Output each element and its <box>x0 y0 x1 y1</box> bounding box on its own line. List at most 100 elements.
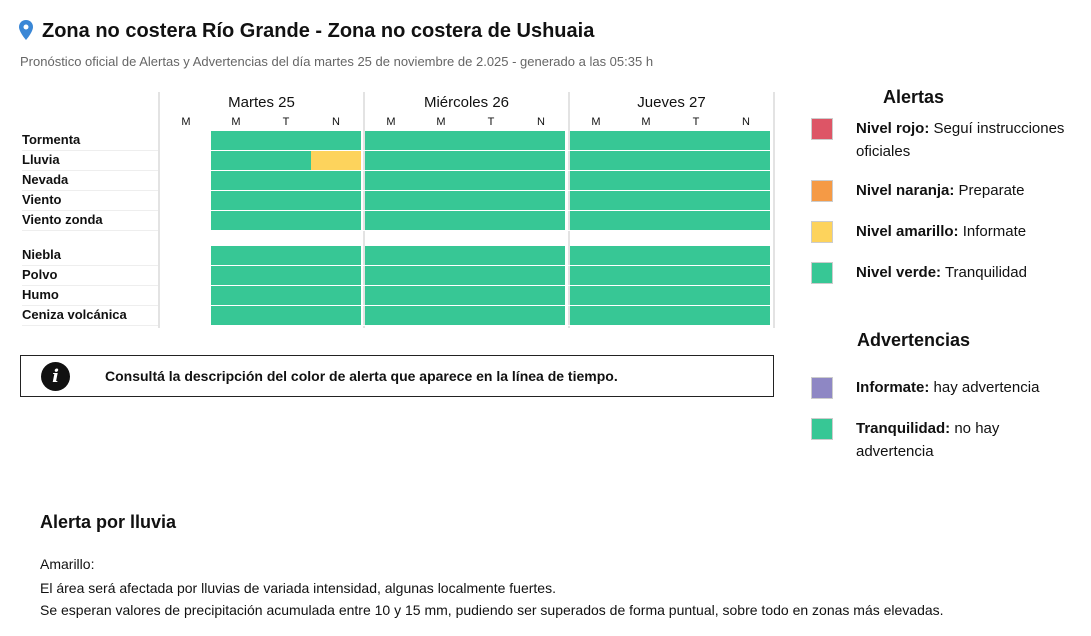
alert-cell-amarillo <box>311 151 361 170</box>
legend-swatch-verde <box>811 418 833 440</box>
period-label: M <box>181 116 191 128</box>
alert-cell-verde <box>261 151 311 170</box>
alert-cell-verde <box>261 306 311 325</box>
alert-cell-verde <box>720 266 770 285</box>
alert-cell-verde <box>570 191 620 210</box>
alert-cell-verde <box>570 266 620 285</box>
alert-cell-verde <box>261 246 311 265</box>
info-note: i Consultá la descripción del color de a… <box>20 355 774 397</box>
page-subtitle: Pronóstico oficial de Alertas y Adverten… <box>20 54 654 69</box>
legend-alertas-title: Alertas <box>883 87 945 107</box>
period-label: N <box>332 116 340 128</box>
alert-cell-verde <box>415 266 465 285</box>
legend-item-level: Tranquilidad: <box>856 420 951 437</box>
alert-precipitation: Se esperan valores de precipitación acum… <box>40 602 944 618</box>
alert-cell-verde <box>515 246 565 265</box>
alert-cell-verde <box>720 131 770 150</box>
alert-cell-verde <box>365 266 415 285</box>
alert-cell-verde <box>415 211 465 230</box>
alert-cell-verde <box>365 191 415 210</box>
row-divider <box>160 265 772 266</box>
alert-cell-verde <box>311 246 361 265</box>
alert-cell-verde <box>311 191 361 210</box>
alert-cell-verde <box>670 191 720 210</box>
alert-cell-verde <box>570 171 620 190</box>
legend-item-level: Nivel verde: <box>856 264 942 281</box>
grid-divider <box>773 92 775 328</box>
row-divider <box>160 190 772 191</box>
alert-level: Amarillo: <box>40 556 95 572</box>
alert-cell-verde <box>670 246 720 265</box>
alert-cell-verde <box>720 211 770 230</box>
alert-cell-verde <box>620 211 670 230</box>
period-label: N <box>537 116 545 128</box>
row-label: Humo <box>22 286 158 306</box>
legend-item: Nivel rojo: Seguí instrucciones oficiale… <box>856 117 1076 163</box>
alert-cell-verde <box>720 191 770 210</box>
alert-cell-verde <box>720 286 770 305</box>
alert-cell-verde <box>415 286 465 305</box>
alert-cell-verde <box>570 246 620 265</box>
info-note-text: Consultá la descripción del color de ale… <box>105 368 618 384</box>
alert-cell-verde <box>365 306 415 325</box>
row-label: Viento zonda <box>22 211 158 231</box>
alert-cell-verde <box>261 266 311 285</box>
legend-item-text: Informate <box>958 223 1027 240</box>
alert-cell-verde <box>720 171 770 190</box>
info-icon: i <box>41 362 70 391</box>
alert-cell-verde <box>311 306 361 325</box>
alert-cell-verde <box>415 151 465 170</box>
alert-cell-verde <box>515 171 565 190</box>
alert-cell-verde <box>211 131 261 150</box>
alert-cell-verde <box>620 306 670 325</box>
alert-cell-verde <box>465 151 515 170</box>
alert-cell-verde <box>261 191 311 210</box>
legend-swatch-verde <box>811 262 833 284</box>
alert-cell-verde <box>261 171 311 190</box>
alert-cell-verde <box>515 306 565 325</box>
alert-cell-verde <box>720 306 770 325</box>
legend-advertencias-title: Advertencias <box>857 330 971 350</box>
alert-cell-verde <box>211 151 261 170</box>
alert-cell-verde <box>311 211 361 230</box>
row-divider <box>160 210 772 211</box>
alert-cell-verde <box>415 171 465 190</box>
legend-item: Nivel verde: Tranquilidad <box>856 261 1076 284</box>
alert-cell-verde <box>515 211 565 230</box>
day-header: Jueves 27 <box>637 94 706 111</box>
legend-swatch-amarillo <box>811 221 833 243</box>
row-divider <box>160 150 772 151</box>
alert-cell-verde <box>620 131 670 150</box>
row-label: Niebla <box>22 246 158 266</box>
alert-cell-verde <box>365 131 415 150</box>
alert-cell-verde <box>620 246 670 265</box>
legend-item: Tranquilidad: no hay advertencia <box>856 417 1076 463</box>
legend-item: Informate: hay advertencia <box>856 376 1076 399</box>
alert-cell-verde <box>670 306 720 325</box>
alert-cell-verde <box>570 131 620 150</box>
alert-cell-verde <box>311 171 361 190</box>
alert-cell-verde <box>720 151 770 170</box>
legend-swatch-violeta <box>811 377 833 399</box>
legend-item: Nivel naranja: Preparate <box>856 179 1076 202</box>
alert-cell-verde <box>515 286 565 305</box>
alert-cell-verde <box>620 266 670 285</box>
legend-item-level: Nivel naranja: <box>856 182 955 199</box>
legend-item-text: Seguí instrucciones oficiales <box>856 120 1065 160</box>
row-label: Polvo <box>22 266 158 286</box>
alert-cell-verde <box>670 131 720 150</box>
alert-cell-verde <box>211 171 261 190</box>
alert-cell-verde <box>570 211 620 230</box>
alert-cell-verde <box>570 151 620 170</box>
row-label: Viento <box>22 191 158 211</box>
alert-cell-verde <box>365 211 415 230</box>
alert-cell-verde <box>620 286 670 305</box>
period-label: M <box>231 116 241 128</box>
row-label: Ceniza volcánica <box>22 306 158 326</box>
location-pin-icon <box>19 20 33 40</box>
alert-cell-verde <box>415 131 465 150</box>
alert-cell-verde <box>211 306 261 325</box>
alert-cell-verde <box>515 266 565 285</box>
alert-cell-verde <box>211 191 261 210</box>
alert-description: El área será afectada por lluvias de var… <box>40 580 556 596</box>
